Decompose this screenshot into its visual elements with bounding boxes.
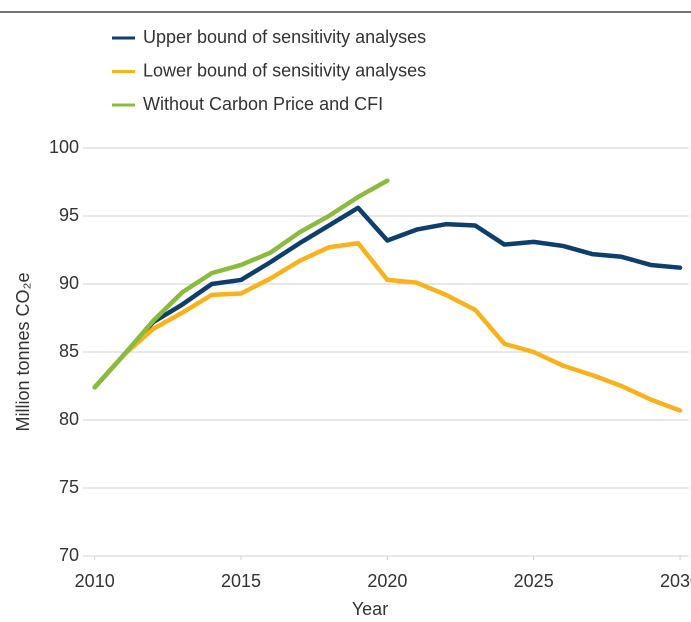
y-tick-label: 85 [59, 341, 79, 361]
y-tick-label: 90 [59, 273, 79, 293]
x-tick-label: 2030 [660, 571, 691, 591]
y-tick-label: 70 [59, 545, 79, 565]
y-tick-label: 80 [59, 409, 79, 429]
y-tick-label: 95 [59, 205, 79, 225]
y-axis-label: Million tonnes CO₂e [13, 272, 33, 431]
series-line [92, 205, 683, 390]
legend-label: Without Carbon Price and CFI [143, 94, 383, 114]
x-tick-label: 2025 [514, 571, 554, 591]
x-tick-label: 2020 [367, 571, 407, 591]
series-line [92, 240, 683, 413]
series-line [92, 178, 390, 390]
y-tick-label: 75 [59, 477, 79, 497]
x-tick-label: 2015 [221, 571, 261, 591]
x-axis-label: Year [352, 599, 388, 619]
y-tick-label: 100 [49, 137, 79, 157]
x-tick-label: 2010 [75, 571, 115, 591]
legend-label: Lower bound of sensitivity analyses [143, 60, 426, 80]
legend-label: Upper bound of sensitivity analyses [143, 27, 426, 47]
